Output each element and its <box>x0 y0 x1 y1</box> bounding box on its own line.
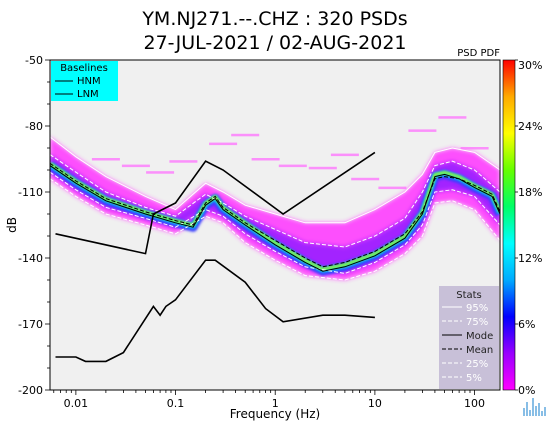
density-outlier <box>460 147 489 150</box>
y-tick-label: -50 <box>25 54 43 67</box>
density-outlier <box>146 171 175 174</box>
colorbar-ticks: 30% 24% 18% 12% 6% 0% <box>515 59 542 397</box>
x-axis-label: Frequency (Hz) <box>230 407 321 421</box>
colorbar-tick-label: 0% <box>518 384 535 397</box>
colorbar-tick-label: 24% <box>518 120 542 133</box>
baselines-legend-title: Baselines <box>60 63 108 74</box>
lnm-line <box>55 259 375 363</box>
y-tick-label: -140 <box>18 252 43 265</box>
x-tick-label: 100 <box>464 397 485 410</box>
density-outlier <box>121 164 150 168</box>
density-outlier <box>438 116 467 119</box>
stats-95-label: 95% <box>466 303 488 314</box>
series-layer <box>50 136 500 363</box>
chart-title-line2: 27-JUL-2021 / 02-AUG-2021 <box>144 32 407 54</box>
stats-mode-label: Mode <box>466 331 493 342</box>
seismic-waveform-logo-icon <box>523 398 546 416</box>
colorbar-tick-label: 30% <box>518 59 542 72</box>
colorbar-tick-label: 18% <box>518 186 542 199</box>
density-outlier <box>308 166 337 170</box>
y-tick-label: -170 <box>18 318 43 331</box>
stats-25-label: 25% <box>466 359 488 370</box>
x-tick-label: 1 <box>272 397 279 410</box>
density-outlier <box>231 133 260 137</box>
colorbar-tick-label: 12% <box>518 252 542 265</box>
x-tick-label: 0.1 <box>167 397 185 410</box>
chart-title-line1: YM.NJ271.--.CHZ : 320 PSDs <box>141 8 407 30</box>
density-outlier <box>209 142 238 146</box>
y-axis: -50 -80 -110 -140 -170 -200 <box>18 54 50 397</box>
hnm-line <box>55 151 376 255</box>
p25-line <box>50 171 500 274</box>
baselines-legend: Baselines HNM LNM <box>51 61 118 101</box>
density-outlier <box>378 186 407 190</box>
lnm-legend-label: LNM <box>77 89 99 100</box>
mode-line <box>50 165 500 272</box>
stats-legend: Stats 95% 75% Mode Mean 25% 5% <box>439 286 499 389</box>
stats-mean-label: Mean <box>466 345 493 356</box>
y-tick-label: -80 <box>25 120 43 133</box>
y-tick-label: -200 <box>18 384 43 397</box>
stats-legend-box <box>439 286 499 389</box>
colorbar <box>502 59 516 391</box>
p5-line <box>50 178 500 281</box>
psd-pdf-label: PSD PDF <box>457 48 500 59</box>
p75-line <box>50 154 500 248</box>
stats-75-label: 75% <box>466 317 488 328</box>
density-outlier <box>91 158 120 161</box>
density-outlier <box>330 153 359 157</box>
density-outlier <box>351 177 380 181</box>
y-axis-label: dB <box>5 217 19 233</box>
density-outlier <box>169 160 198 163</box>
stats-5-label: 5% <box>466 373 482 384</box>
density-outlier <box>408 129 437 132</box>
x-axis: 0.01 0.1 1 10 100 <box>53 390 485 410</box>
y-tick-label: -110 <box>18 186 43 199</box>
hnm-legend-label: HNM <box>77 76 101 87</box>
colorbar-tick-label: 6% <box>518 318 535 331</box>
density-outlier <box>278 164 307 168</box>
x-tick-label: 0.01 <box>64 397 89 410</box>
p95-line <box>50 136 500 224</box>
stats-legend-title: Stats <box>456 290 482 301</box>
density-outlier <box>251 158 280 161</box>
x-tick-label: 10 <box>368 397 382 410</box>
mean-line <box>50 162 500 268</box>
